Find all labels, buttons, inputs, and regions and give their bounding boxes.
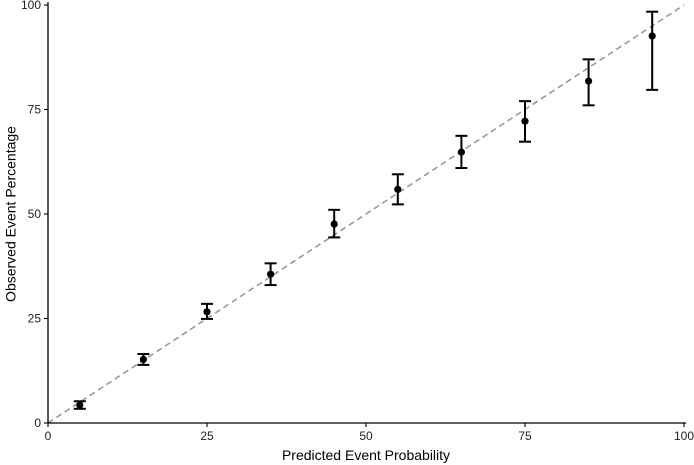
x-tick-label: 75 [518, 429, 532, 443]
data-point [330, 220, 338, 228]
x-tick-label: 25 [200, 429, 214, 443]
y-tick-label: 75 [28, 103, 42, 117]
data-point [648, 32, 656, 40]
y-axis-title: Observed Event Percentage [3, 126, 19, 302]
data-point-group [646, 10, 659, 91]
data-point [521, 117, 529, 125]
x-tick-label: 100 [674, 429, 694, 443]
y-tick-label: 50 [28, 207, 42, 221]
data-point-group [328, 208, 341, 239]
data-point [76, 401, 84, 409]
y-tick-label: 25 [28, 312, 42, 326]
y-tick-label: 0 [34, 416, 41, 430]
reference-line-layer [47, 4, 685, 424]
axes-layer [47, 2, 686, 424]
x-tick-label: 50 [359, 429, 373, 443]
data-point [139, 355, 147, 364]
data-point-group [137, 353, 150, 366]
x-ticks: 0 25 50 75 100 [45, 423, 694, 443]
identity-reference-line [47, 4, 685, 424]
data-layer [73, 10, 659, 410]
y-tick-label: 100 [21, 0, 41, 12]
data-point-group [455, 134, 468, 170]
x-tick-label: 0 [45, 429, 52, 443]
data-point-group [519, 100, 531, 143]
x-axis-title: Predicted Event Probability [282, 447, 450, 463]
data-point [585, 77, 593, 85]
data-point-group [264, 262, 277, 287]
data-point-group [582, 58, 595, 107]
data-point [457, 148, 465, 156]
data-point [394, 185, 402, 193]
data-point-group [201, 302, 213, 320]
data-point [267, 270, 275, 278]
data-point-group [391, 173, 404, 206]
data-point-group [73, 400, 86, 410]
data-point [203, 308, 211, 316]
y-ticks: 0 25 50 75 100 [21, 0, 48, 430]
